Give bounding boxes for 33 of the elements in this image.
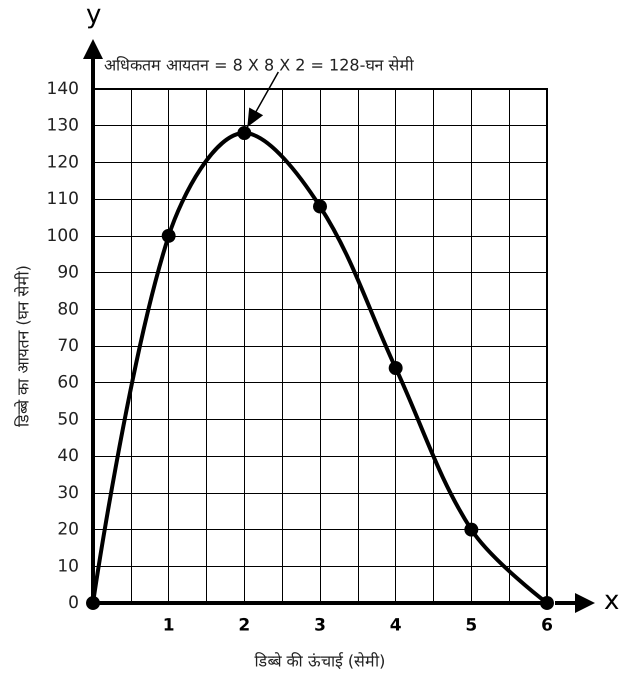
y-tick-label: 110 (46, 189, 79, 210)
y-tick-label: 130 (46, 116, 79, 136)
y-tick-label: 40 (57, 446, 79, 466)
y-tick-label: 60 (57, 372, 79, 393)
y-axis-title: डिब्बे का आयतन (घन सेमी) (14, 265, 32, 427)
x-tick-label: 1 (162, 616, 175, 636)
x-tick-label: 2 (238, 616, 250, 636)
point (464, 522, 478, 537)
y-tick-label: 50 (57, 409, 79, 430)
point (237, 126, 252, 140)
y-tick-label: 100 (46, 226, 79, 246)
x-axis-title: डिब्बे की ऊंचाई (सेमी) (254, 652, 386, 670)
x-tick-label: 5 (465, 616, 478, 636)
y-tick-label: 140 (46, 79, 79, 99)
y-tick-label: 70 (57, 336, 79, 356)
y-tick-label: 120 (46, 152, 79, 172)
text: x (604, 586, 620, 616)
y-tick-label: 30 (57, 482, 79, 503)
y-tick-label: 90 (57, 262, 79, 283)
annotation: अधिकतम आयतन = 8 X 8 X 2 = 128-घन सेमी (104, 56, 414, 74)
x-tick-label: 3 (314, 616, 326, 636)
point (388, 361, 403, 376)
y-tick-label: 20 (57, 520, 79, 540)
x-tick-label: 4 (390, 616, 402, 636)
x-tick-label: 6 (541, 616, 553, 636)
point (313, 199, 327, 214)
y-tick-label: 0 (68, 593, 79, 613)
point (162, 228, 176, 243)
point (540, 596, 554, 610)
point (86, 596, 100, 610)
y-tick-label: 10 (57, 556, 79, 576)
text: y (86, 0, 102, 30)
y-tick-label: 80 (57, 299, 79, 320)
